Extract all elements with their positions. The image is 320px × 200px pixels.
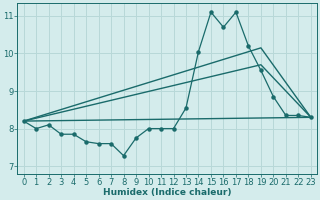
X-axis label: Humidex (Indice chaleur): Humidex (Indice chaleur) (103, 188, 231, 197)
